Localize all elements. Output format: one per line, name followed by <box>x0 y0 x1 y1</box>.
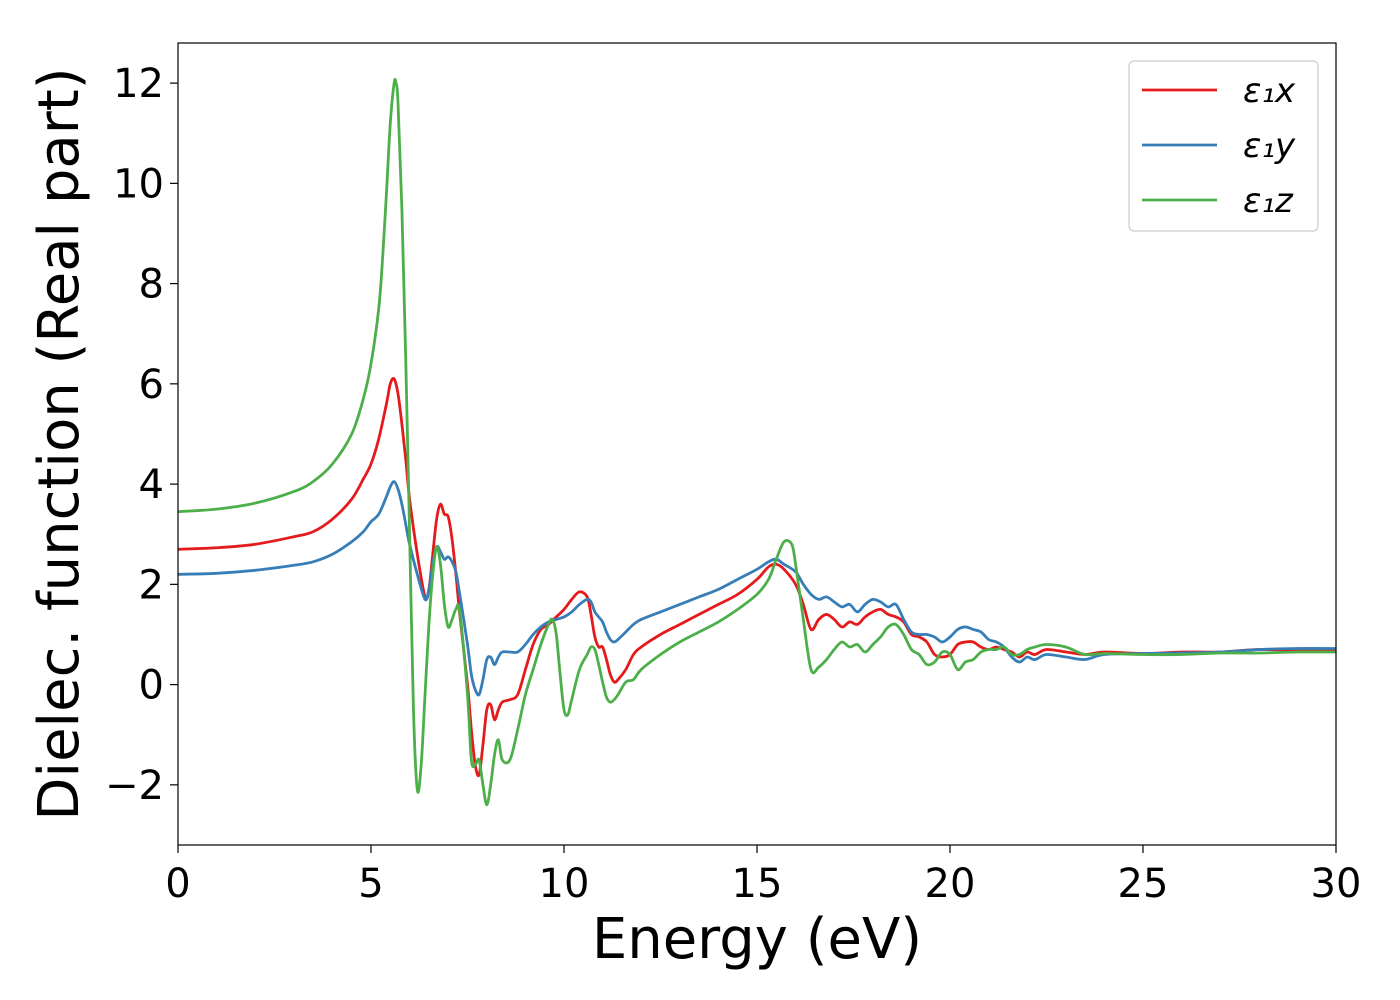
y-tick-label: −2 <box>105 763 164 809</box>
y-axis-title: Dielec. function (Real part) <box>27 67 92 820</box>
x-tick-label: 20 <box>925 861 976 907</box>
x-tick-label: 30 <box>1311 861 1362 907</box>
x-axis-title: Energy (eV) <box>592 907 922 972</box>
x-axis-ticks: 0 5 10 15 20 25 30 <box>165 845 1361 907</box>
y-tick-label: 0 <box>139 663 164 709</box>
legend: ε₁x ε₁y ε₁z <box>1128 60 1319 232</box>
series-line-1 <box>178 480 1336 697</box>
x-tick-label: 10 <box>539 861 590 907</box>
x-tick-label: 0 <box>165 861 190 907</box>
x-tick-label: 25 <box>1118 861 1169 907</box>
y-tick-label: 6 <box>139 362 164 408</box>
legend-label-0: ε₁x <box>1243 71 1296 111</box>
y-axis-ticks: −2 0 2 4 6 8 10 12 <box>105 61 178 809</box>
y-tick-label: 8 <box>139 262 164 308</box>
x-tick-label: 5 <box>358 861 383 907</box>
legend-label-2: ε₁z <box>1243 181 1294 221</box>
x-tick-label: 15 <box>732 861 783 907</box>
legend-label-1: ε₁y <box>1243 126 1296 166</box>
plot-lines <box>178 77 1336 807</box>
legend-box <box>1128 60 1319 232</box>
series-line-2 <box>178 77 1336 807</box>
y-tick-label: 10 <box>113 161 164 207</box>
y-tick-label: 4 <box>139 462 164 508</box>
y-tick-label: 2 <box>139 562 164 608</box>
y-tick-label: 12 <box>113 61 164 107</box>
